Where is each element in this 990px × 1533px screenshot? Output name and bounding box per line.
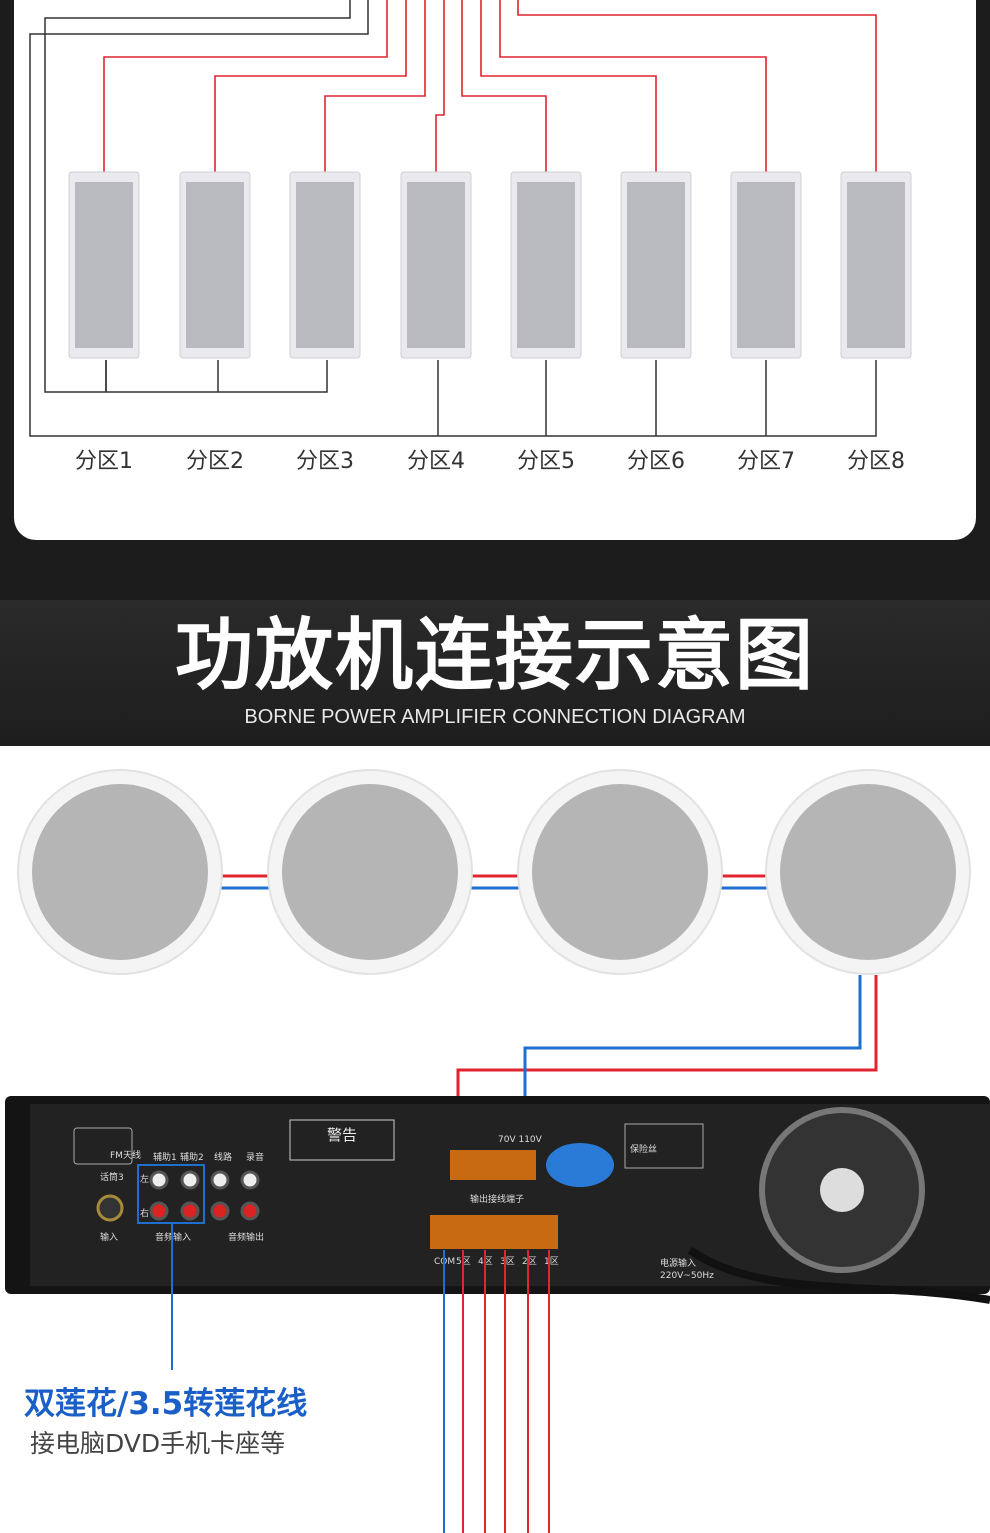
red-wire xyxy=(435,0,445,175)
speaker-grille xyxy=(847,182,905,348)
speaker-grille xyxy=(407,182,465,348)
zone-label: 分区6 xyxy=(627,449,685,474)
speaker-grille xyxy=(517,182,575,348)
zone-wiring-diagram: 分区1 分区2 分区3 分区4 分区5 分区6 分区7 分区8 xyxy=(29,0,912,474)
red-wire xyxy=(214,0,407,175)
zone-label: 分区4 xyxy=(407,449,465,474)
zone-label: 分区5 xyxy=(517,449,575,474)
red-wire xyxy=(103,0,388,175)
red-wire xyxy=(517,0,877,175)
top-section xyxy=(0,0,990,600)
speaker-grille xyxy=(627,182,685,348)
cable-caption-detail: 接电脑DVD手机卡座等 xyxy=(30,1429,286,1458)
page-title: 功放机连接示意图 xyxy=(174,611,815,701)
red-wire xyxy=(499,0,767,175)
common-wire xyxy=(29,0,877,437)
zone-diagram-card xyxy=(14,0,976,540)
common-wire xyxy=(44,0,351,393)
red-wire xyxy=(480,0,657,175)
title-band: 功放机连接示意图 BORNE POWER AMPLIFIER CONNECTIO… xyxy=(0,600,990,746)
red-wire xyxy=(324,0,426,175)
zone-label: 分区1 xyxy=(75,449,133,474)
speaker-grille xyxy=(186,182,244,348)
zone-label: 分区7 xyxy=(737,449,795,474)
page-subtitle: BORNE POWER AMPLIFIER CONNECTION DIAGRAM xyxy=(244,706,746,728)
speaker-grille xyxy=(737,182,795,348)
speaker-grille xyxy=(75,182,133,348)
zone-label: 分区8 xyxy=(847,449,905,474)
cable-caption: 双莲花/3.5转莲花线 xyxy=(24,1386,308,1422)
red-wire xyxy=(461,0,547,175)
speaker-grille xyxy=(296,182,354,348)
zone-label: 分区3 xyxy=(296,449,354,474)
zone-label: 分区2 xyxy=(186,449,244,474)
